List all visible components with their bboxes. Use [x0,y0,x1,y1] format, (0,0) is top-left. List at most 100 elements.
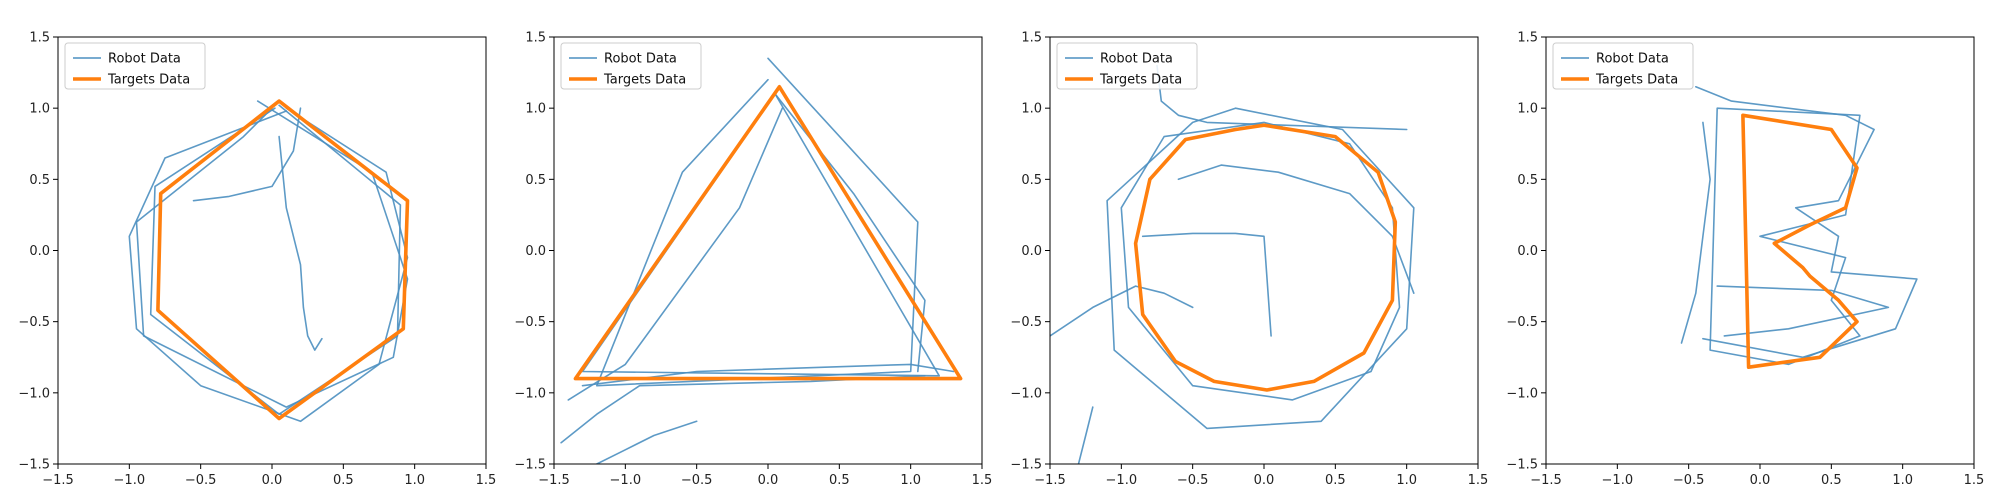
legend-label-targets: Targets Data [1099,73,1182,88]
legend-label-robot: Robot Data [108,52,181,67]
y-tick-label: 1.5 [525,31,546,46]
x-tick-label: 0.5 [333,473,354,488]
x-tick-label: 0.0 [1750,473,1771,488]
legend: Robot Data Targets Data [64,42,206,90]
y-tick-label: 0.5 [1517,173,1538,188]
x-tick-label: −0.5 [681,473,713,488]
legend: Robot Data Targets Data [560,42,702,90]
robot-series-line-3 [1141,232,1272,337]
chart-panel-3: −1.5 −1.0 −0.5 0.0 0.5 1.0 1.5 −1.5 −1.0 −0.5 0.0 0… [1010,31,1488,489]
x-tick-label: −1.5 [538,473,570,488]
y-tick-label: −1.0 [18,386,50,401]
robot-series-line-3 [128,107,409,423]
x-tick-label: 0.0 [1254,473,1275,488]
robot-series-line-7 [596,420,698,464]
robot-series-line-6 [581,363,955,387]
x-tick-label: −1.0 [114,473,146,488]
y-tick-label: 0.0 [525,244,546,259]
target-series-line [573,85,963,381]
y-tick-label: −0.5 [1506,315,1538,330]
plot-area [1680,86,1918,369]
axes-frame [1049,36,1479,465]
x-tick-label: 1.5 [972,473,993,488]
robot-series-line-4 [278,135,323,351]
x-tick-label: 1.0 [1396,473,1417,488]
legend: Robot Data Targets Data [1056,42,1198,90]
y-tick-label: 0.5 [525,173,546,188]
y-tick-label: −1.0 [514,386,546,401]
x-tick-label: −1.5 [42,473,74,488]
robot-series-line-7 [1077,406,1094,464]
y-tick-label: 1.0 [1517,102,1538,117]
chart-panel-1: −1.5 −1.0 −0.5 0.0 0.5 1.0 1.5 −1.5 −1.0 −0.5 0.0 0… [18,31,496,489]
target-series-line [1741,113,1859,369]
x-tick-label: 1.5 [1468,473,1489,488]
y-tick-label: 0.5 [29,173,50,188]
x-tick-label: 1.0 [900,473,921,488]
x-tick-label: −1.0 [1602,473,1634,488]
target-series-line [156,99,410,421]
y-tick-label: 1.0 [29,102,50,117]
robot-series-line-2 [1106,107,1415,430]
x-tick-label: −1.0 [1106,473,1138,488]
robot-series-line-4 [774,93,926,373]
chart-panel-2: −1.5 −1.0 −0.5 0.0 0.5 1.0 1.5 −1.5 −1.0 −0.5 0.0 0… [514,31,992,489]
legend-label-targets: Targets Data [1595,73,1678,88]
plot-area [1050,64,1415,464]
legend-label-targets: Targets Data [107,73,190,88]
y-tick-label: 0.0 [29,244,50,259]
legend-label-targets: Targets Data [603,73,686,88]
y-tick-label: −0.5 [514,315,546,330]
x-tick-label: −1.0 [610,473,642,488]
axes-frame [1545,36,1975,465]
y-tick-label: 1.5 [1517,31,1538,46]
x-tick-label: −0.5 [1177,473,1209,488]
robot-series-line-5 [567,107,784,401]
x-tick-label: 1.5 [1964,473,1985,488]
legend-label-robot: Robot Data [1596,52,1669,67]
robot-series-line-3 [560,375,926,444]
y-tick-label: 1.0 [1021,102,1042,117]
y-tick-label: −1.5 [1506,458,1538,473]
plot-area [128,99,410,423]
plot-area [560,57,963,464]
x-tick-label: 0.5 [1325,473,1346,488]
y-tick-label: −1.0 [1506,386,1538,401]
x-tick-label: 1.5 [476,473,497,488]
robot-series-line-2 [135,100,409,408]
y-tick-label: 1.5 [29,31,50,46]
y-tick-label: 0.0 [1517,244,1538,259]
x-tick-label: 0.5 [1821,473,1842,488]
robot-series-line-1 [149,104,402,415]
robot-series-line-2 [1695,86,1918,359]
y-tick-label: −0.5 [18,315,50,330]
x-tick-label: −0.5 [1673,473,1705,488]
y-tick-label: −1.5 [18,458,50,473]
x-tick-label: 0.0 [262,473,283,488]
robot-series-line-3 [1680,121,1711,344]
robot-series-line-5 [1177,164,1415,294]
legend: Robot Data Targets Data [1552,42,1694,90]
y-tick-label: −1.5 [1010,458,1042,473]
chart-panel-4: −1.5 −1.0 −0.5 0.0 0.5 1.0 1.5 −1.5 −1.0 −0.5 0.0 0… [1506,31,1984,489]
robot-series-line-4 [1716,285,1890,337]
y-tick-label: 1.5 [1021,31,1042,46]
x-tick-label: −1.5 [1530,473,1562,488]
y-tick-label: 0.5 [1021,173,1042,188]
x-tick-label: 1.0 [1892,473,1913,488]
target-series-line [1133,123,1398,392]
robot-series-line-5 [192,107,302,202]
x-tick-label: −1.5 [1034,473,1066,488]
legend-label-robot: Robot Data [1100,52,1173,67]
y-tick-label: −0.5 [1010,315,1042,330]
x-tick-label: 1.0 [404,473,425,488]
y-tick-label: 1.0 [525,102,546,117]
y-tick-label: 0.0 [1021,244,1042,259]
x-tick-label: 0.5 [829,473,850,488]
robot-series-line-1 [1120,121,1401,401]
y-tick-label: −1.5 [514,458,546,473]
y-tick-label: −1.0 [1010,386,1042,401]
robot-series-line-1 [581,93,940,377]
x-tick-label: −0.5 [185,473,217,488]
